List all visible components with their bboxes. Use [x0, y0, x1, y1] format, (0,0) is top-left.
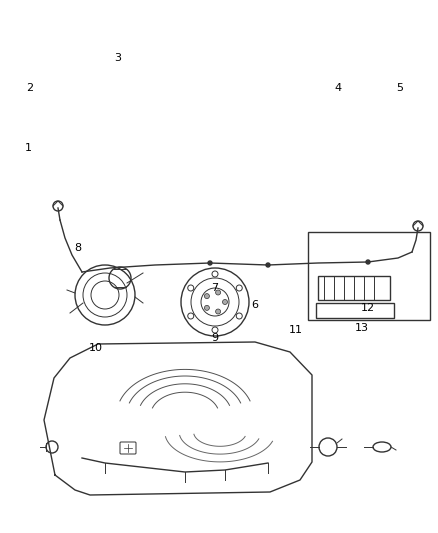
Circle shape: [266, 263, 270, 267]
Text: 6: 6: [251, 300, 258, 310]
Text: 4: 4: [335, 83, 342, 93]
Text: 13: 13: [355, 323, 369, 333]
Text: 11: 11: [289, 325, 303, 335]
Text: 12: 12: [361, 303, 375, 313]
Circle shape: [215, 309, 221, 314]
Bar: [316, 303, 394, 318]
Circle shape: [205, 294, 209, 298]
Bar: [318, 276, 390, 300]
Circle shape: [223, 300, 227, 304]
Text: 2: 2: [26, 83, 34, 93]
Text: 3: 3: [114, 53, 121, 63]
FancyBboxPatch shape: [120, 442, 136, 454]
Text: 7: 7: [212, 283, 219, 293]
Circle shape: [208, 261, 212, 265]
Bar: [308, 232, 430, 320]
Text: 1: 1: [25, 143, 32, 153]
Circle shape: [366, 260, 370, 264]
Text: 9: 9: [212, 333, 219, 343]
Text: 5: 5: [396, 83, 403, 93]
Text: 8: 8: [74, 243, 81, 253]
Circle shape: [215, 290, 221, 295]
Text: 10: 10: [89, 343, 103, 353]
Circle shape: [205, 305, 209, 310]
